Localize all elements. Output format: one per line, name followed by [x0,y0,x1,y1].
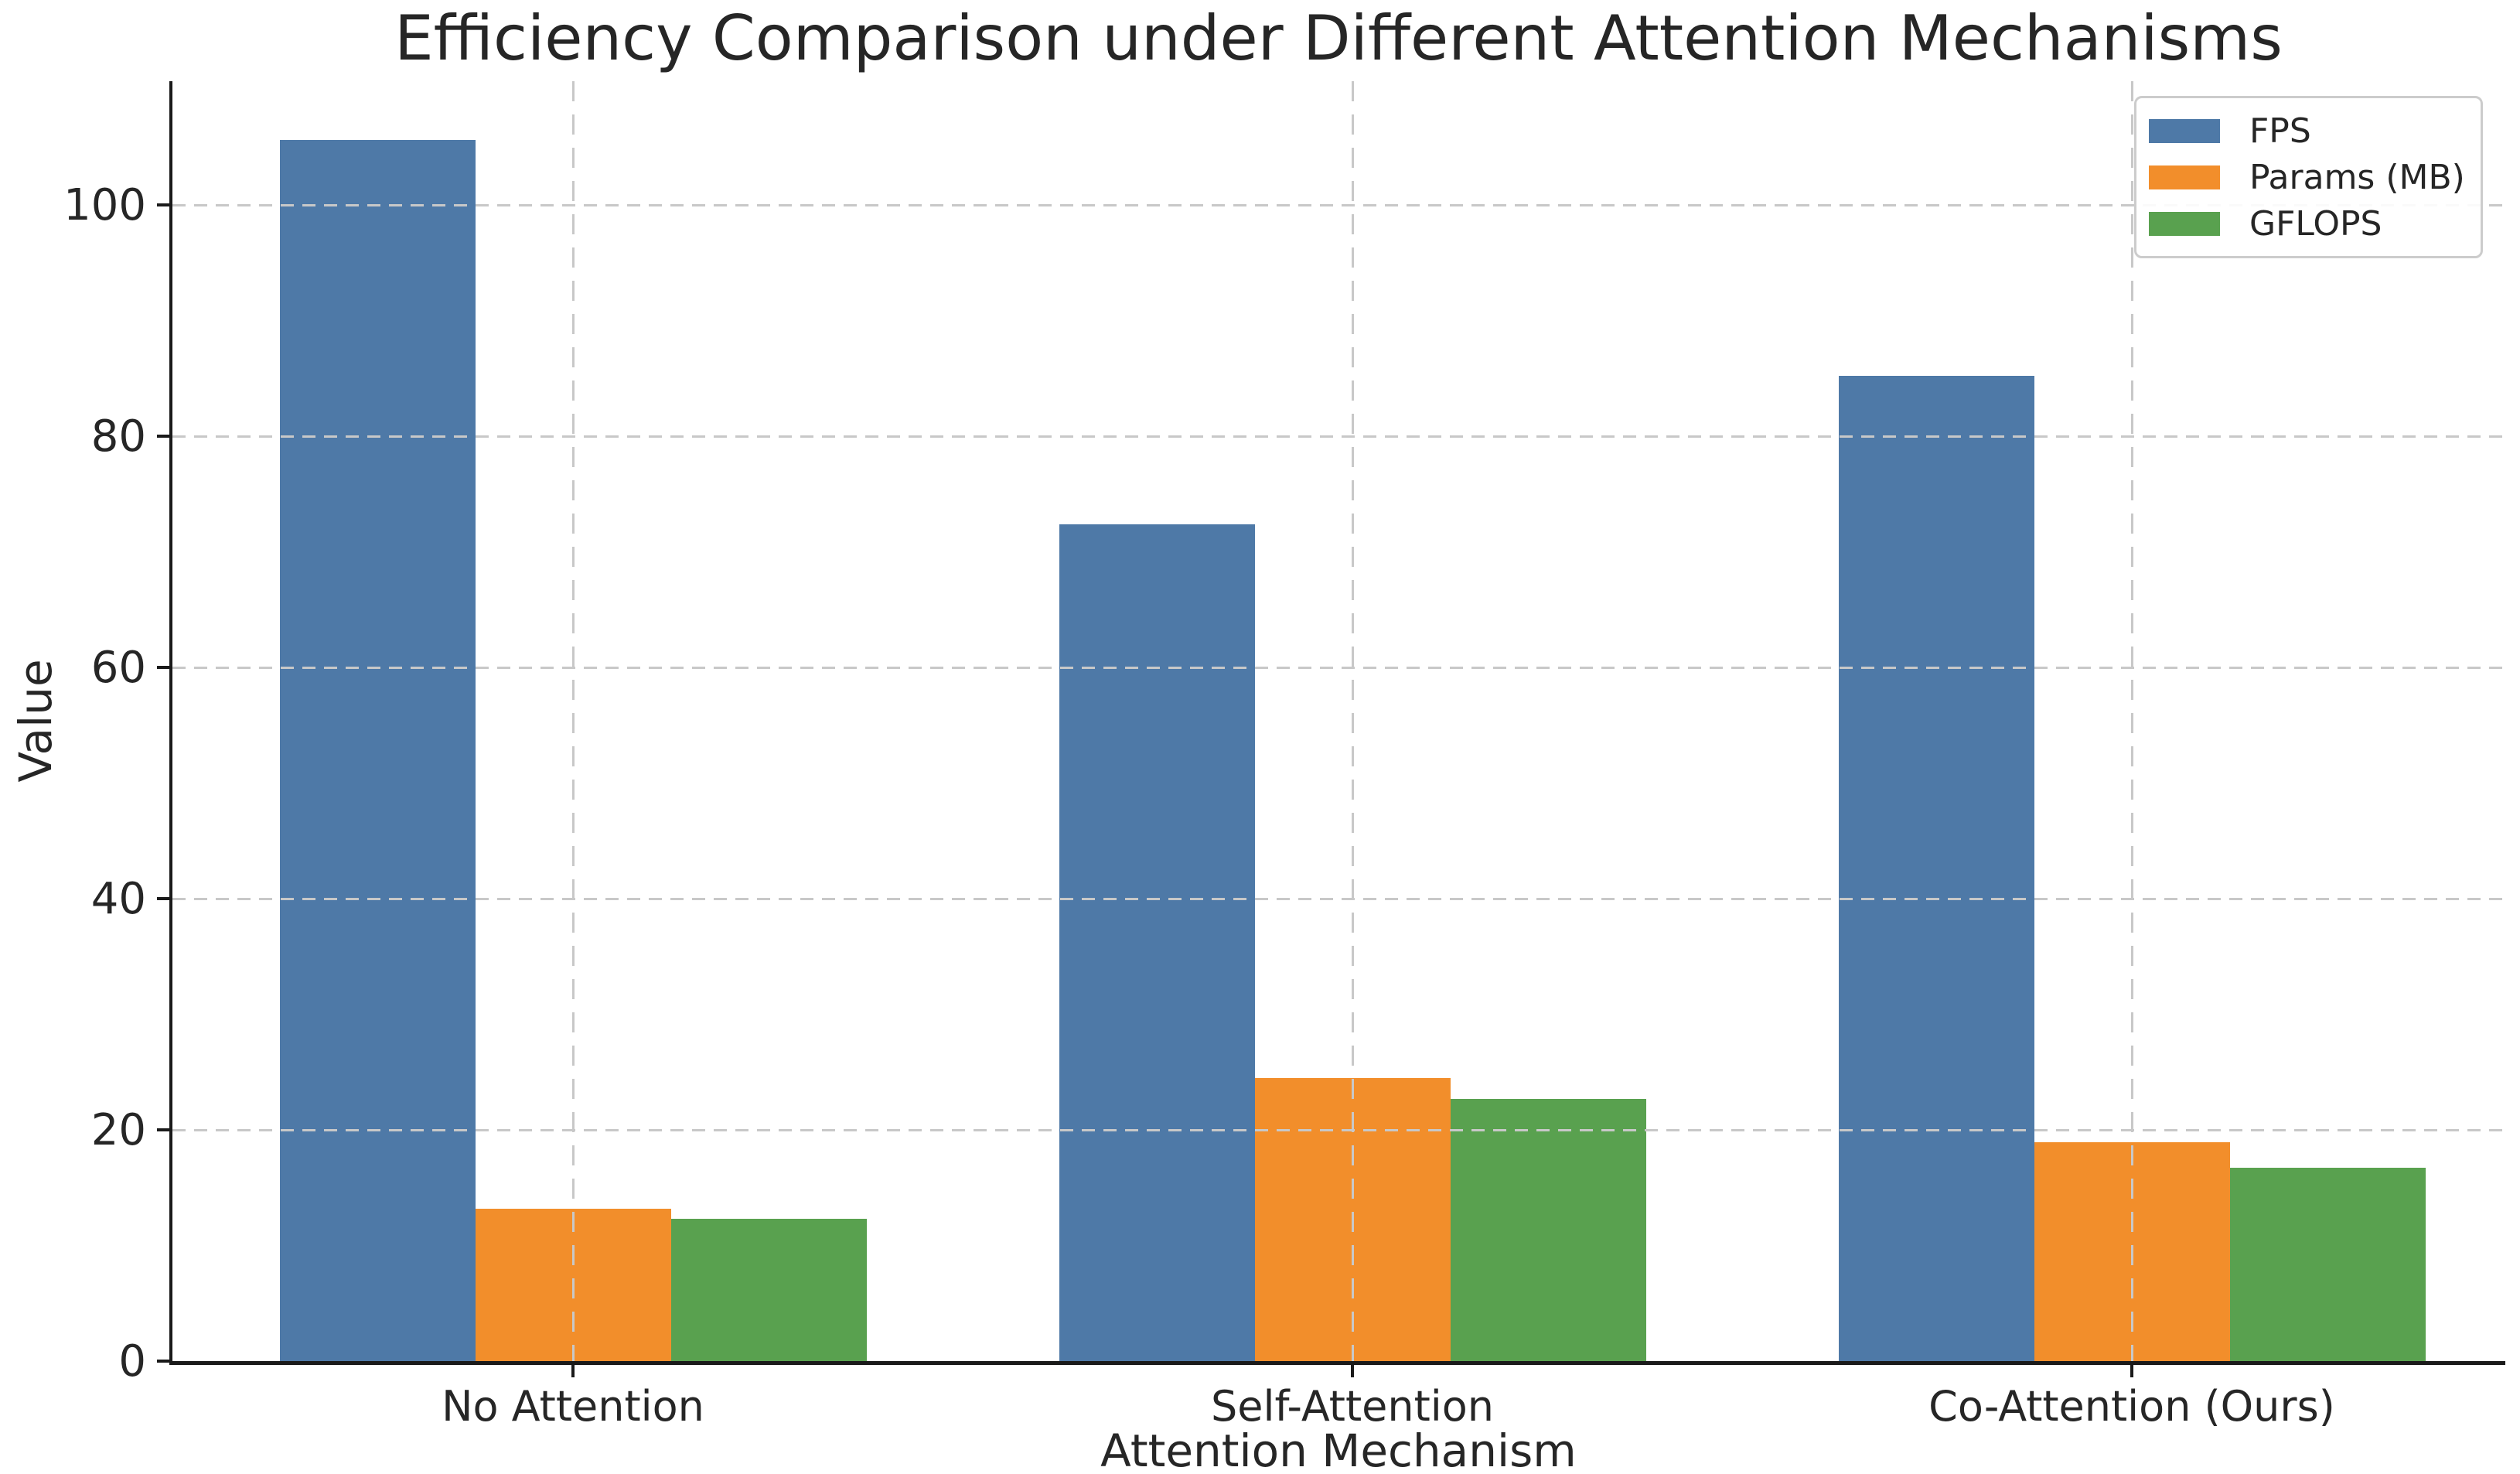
gridline-horizontal [172,1128,2505,1131]
gridline-horizontal [172,666,2505,669]
y-tick-mark [157,434,172,438]
legend-label: FPS [2249,111,2311,151]
bar-gflops-3 [2229,1168,2426,1361]
plot-area [169,81,2505,1365]
y-tick-label: 100 [63,179,146,230]
y-tick-label: 20 [90,1104,146,1155]
x-tick-mark [2130,1365,2133,1377]
x-tick-mark [1351,1365,1354,1377]
x-tick-label: Co-Attention (Ours) [1928,1382,2335,1431]
chart-title: Efficiency Comparison under Different At… [394,2,2283,74]
x-axis-title: Attention Mechanism [1100,1425,1577,1474]
y-tick-label: 0 [118,1336,146,1387]
gridline-horizontal [172,897,2505,900]
y-tick-label: 80 [90,411,146,462]
gridline-horizontal [172,435,2505,438]
y-axis-line [169,81,172,1364]
legend-entry: FPS [2149,111,2468,151]
y-tick-mark [157,203,172,206]
x-tick-label: No Attention [442,1382,704,1431]
x-axis-line [169,1361,2505,1365]
legend-label: Params (MB) [2249,157,2465,197]
gridline-vertical [572,81,575,1361]
x-tick-label: Self-Attention [1210,1382,1495,1431]
y-tick-mark [157,896,172,900]
legend-swatch-params-mb- [2149,165,2220,189]
legend-entry: Params (MB) [2149,158,2468,197]
legend-swatch-gflops [2149,211,2220,236]
legend: FPS Params (MB) GFLOPS [2134,96,2483,258]
y-tick-label: 40 [90,873,146,924]
bar-gflops-1 [670,1219,867,1361]
x-tick-mark [571,1365,575,1377]
bar-fps-2 [1059,524,1255,1361]
y-tick-mark [157,1360,172,1363]
legend-label: GFLOPS [2249,203,2382,244]
gridline-vertical [2131,81,2133,1361]
bar-gflops-2 [1450,1098,1646,1361]
bar-fps-3 [1838,376,2034,1361]
gridline-horizontal [172,203,2505,206]
y-tick-label: 60 [90,642,146,693]
y-tick-mark [157,1128,172,1131]
legend-swatch-fps [2149,118,2220,143]
bar-fps-1 [279,140,476,1361]
legend-entry: GFLOPS [2149,204,2468,244]
y-tick-mark [157,665,172,669]
gridline-vertical [1352,81,1354,1361]
